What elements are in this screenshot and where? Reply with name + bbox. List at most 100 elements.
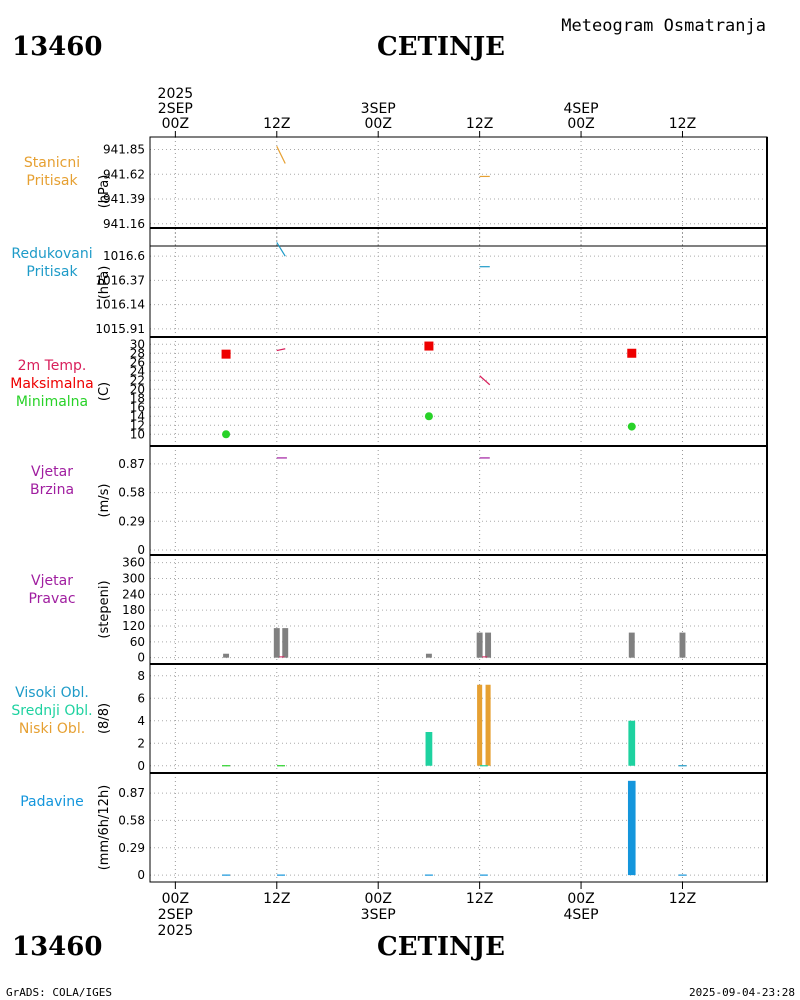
panel-label: Pritisak: [26, 173, 78, 189]
top-time-label: 00Z: [365, 116, 392, 132]
panel-wind-speed: 0.87 0.58 0.29 0 (m/s) Vjetar Brzina: [30, 445, 768, 557]
panel-frame: [149, 772, 768, 883]
y-tick-label: 22: [130, 373, 145, 387]
panel-pressure: 941.85 941.62 941.39 941.16 (hPa) Stanicni Pri…: [24, 136, 768, 247]
top-time-label: 00Z: [567, 116, 594, 132]
panel-label: Padavine: [20, 794, 84, 810]
y-tick-label: 6: [137, 691, 145, 705]
data-bar: [273, 628, 280, 658]
y-tick-label: 8: [137, 669, 145, 683]
data-bar: [476, 632, 483, 658]
data-bar: [679, 632, 686, 658]
bottom-time-label: 2SEP: [158, 907, 193, 923]
y-axis-unit-label: (stepeni): [97, 580, 112, 638]
y-axis-unit-label: (mm/6h/12h): [97, 785, 112, 871]
min-temp-marker: [424, 412, 433, 421]
panel-precipitation: 0.87 0.58 0.29 0 (mm/6h/12h) Padavine: [20, 772, 768, 883]
y-tick-label: 16: [130, 400, 145, 414]
y-tick-label: 240: [122, 587, 145, 601]
y-tick-label: 941.16: [103, 217, 145, 231]
max-temp-marker: [221, 349, 231, 359]
panel-label: Minimalna: [16, 394, 88, 410]
bottom-time-label: 12Z: [669, 891, 696, 907]
series-segment: [276, 146, 286, 164]
bottom-time-label: 00Z: [365, 891, 392, 907]
bottom-time-label: 3SEP: [361, 907, 396, 923]
y-tick-label: 180: [122, 603, 145, 617]
station-id-top: 13460: [12, 32, 102, 62]
y-tick-label: 0.58: [118, 486, 145, 500]
y-tick-label: 2: [137, 736, 145, 750]
panel-frame: [149, 663, 768, 774]
panel-label: Niski Obl.: [19, 721, 85, 737]
top-time-label: 2SEP: [158, 101, 193, 117]
panel-label: Redukovani: [11, 246, 92, 262]
top-time-label: 12Z: [466, 116, 493, 132]
y-axis-unit-label: (hPa): [97, 175, 112, 209]
top-time-label: 2025: [158, 86, 194, 102]
y-tick-label: 20: [130, 382, 145, 396]
y-tick-label: 24: [130, 364, 145, 378]
bottom-time-label: 00Z: [567, 891, 594, 907]
max-temp-marker: [424, 341, 434, 351]
y-tick-label: 28: [130, 346, 145, 360]
data-bar: [282, 628, 289, 658]
temp-2m-segment: [276, 348, 286, 352]
data-bar: [425, 732, 433, 766]
min-temp-marker: [627, 422, 636, 431]
station-name-top: CETINJE: [377, 32, 505, 62]
panel-label: Vjetar: [31, 464, 73, 480]
y-tick-label: 1015.91: [95, 322, 145, 336]
panel-label: Visoki Obl.: [15, 685, 89, 701]
y-tick-label: 0.87: [118, 786, 145, 800]
panel-label: Maksimalna: [10, 376, 94, 392]
top-time-label: 4SEP: [564, 101, 599, 117]
y-tick-label: 14: [130, 409, 145, 423]
y-tick-label: 12: [130, 418, 145, 432]
panel-label: Srednji Obl.: [11, 703, 92, 719]
y-tick-label: 300: [122, 571, 145, 585]
y-axis-unit-label: (C): [97, 382, 112, 401]
generated-timestamp: 2025-09-04-23:28: [689, 986, 795, 999]
top-time-label: 3SEP: [361, 101, 396, 117]
bottom-time-label: 4SEP: [564, 907, 599, 923]
product-title: Meteogram Osmatranja: [561, 16, 766, 36]
y-axis-unit-label: (8/8): [97, 703, 112, 734]
data-bar: [485, 684, 491, 766]
top-time-label: 12Z: [669, 116, 696, 132]
top-time-label: 12Z: [263, 116, 290, 132]
y-tick-label: 0: [137, 759, 145, 773]
max-temp-marker: [627, 348, 637, 358]
bottom-time-label: 2025: [158, 923, 194, 939]
data-bar: [628, 720, 636, 766]
data-bar: [627, 780, 636, 876]
y-tick-label: 10: [130, 427, 145, 441]
panel-label: Stanicni: [24, 155, 80, 171]
data-bar: [223, 653, 230, 658]
y-tick-label: 0.29: [118, 841, 145, 855]
series-segment: [276, 242, 286, 257]
panel-frame: [149, 554, 768, 665]
bottom-time-label: 12Z: [466, 891, 493, 907]
panel-label: Vjetar: [31, 573, 73, 589]
panel-clouds: 8 6 4 2 0 (8/8) Visoki Obl. Srednji Obl. Niski O…: [11, 663, 768, 774]
data-bar: [477, 684, 483, 766]
software-credit: GrADS: COLA/IGES: [6, 986, 112, 999]
y-axis-unit-label: (hPa): [97, 266, 112, 300]
panel-reduced-pressure: 1016.6 1016.37 1016.14 1015.91 (hPa) Redukova…: [11, 227, 768, 338]
y-tick-label: 1016.37: [95, 273, 145, 287]
y-tick-label: 0.58: [118, 813, 145, 827]
y-tick-label: 30: [130, 337, 145, 351]
panel-frame: [149, 227, 768, 338]
panel-label: Pravac: [28, 591, 75, 607]
y-tick-label: 941.85: [103, 143, 145, 157]
panel-label: Brzina: [30, 482, 74, 498]
panel-frame: [149, 445, 768, 556]
y-tick-label: 0: [137, 868, 145, 882]
panel-label: Pritisak: [26, 264, 78, 280]
top-time-label: 00Z: [162, 116, 189, 132]
panel-label: 2m Temp.: [18, 358, 87, 374]
y-tick-label: 0: [137, 651, 145, 665]
